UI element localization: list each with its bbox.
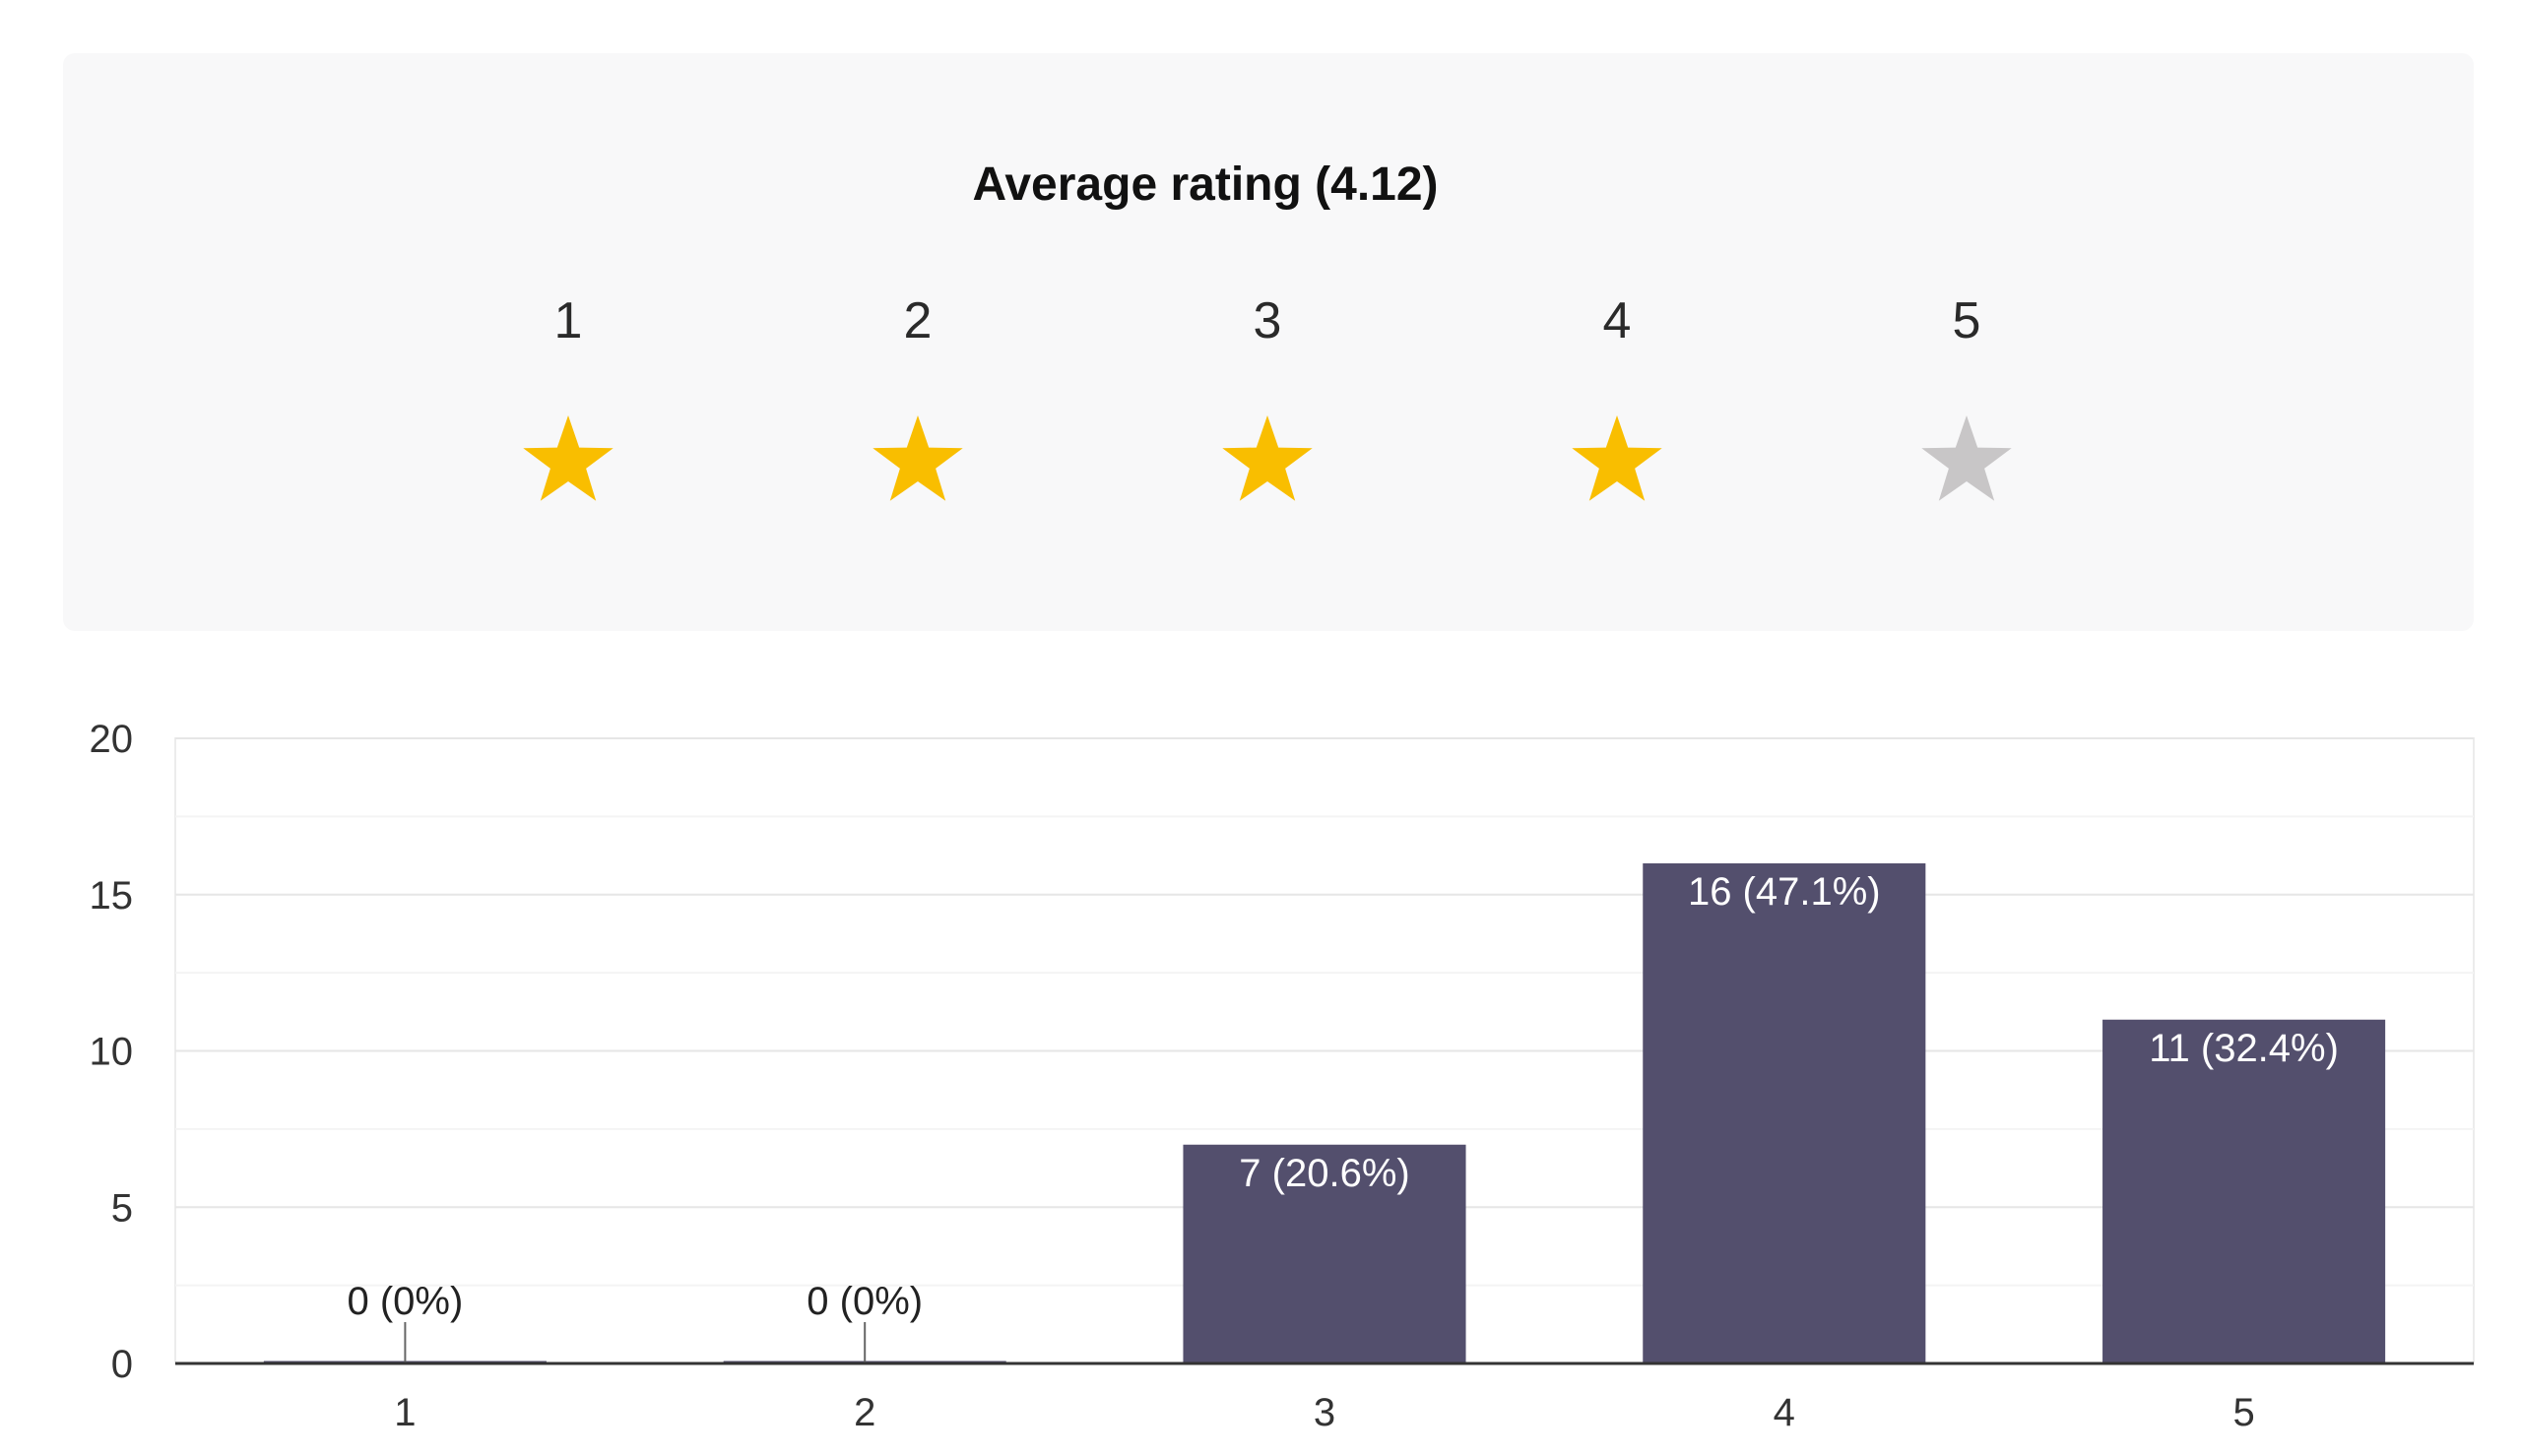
star-option-3: 3 [1169, 291, 1366, 506]
bar-3 [1183, 1144, 1466, 1363]
bar-data-label: 11 (32.4%) [2149, 1027, 2339, 1070]
bar-data-label: 16 (47.1%) [1688, 870, 1881, 914]
y-tick-label: 0 [111, 1343, 133, 1386]
bar-data-label: 0 (0%) [807, 1280, 923, 1323]
y-tick-label: 10 [90, 1031, 134, 1074]
bar-data-label: 0 (0%) [347, 1280, 463, 1323]
star-option-1: 1 [470, 291, 667, 506]
star-option-2: 2 [819, 291, 1016, 506]
star-number-label: 3 [1253, 292, 1282, 349]
average-rating-title: Average rating (4.12) [972, 158, 1439, 211]
x-axis-ticks: 1 2 3 4 5 [175, 1361, 2474, 1434]
star-number-label: 1 [553, 292, 583, 349]
chart-bars: 0 (0%) 0 (0%) 7 (20.6%) 16 (47.1%) 11 (32.4%… [263, 863, 2386, 1364]
bar-data-label: 7 (20.6%) [1239, 1152, 1409, 1195]
star-icon [1921, 415, 2012, 501]
rating-summary-card [63, 53, 2474, 631]
x-tick-label: 4 [1774, 1391, 1795, 1434]
star-option-4: 4 [1519, 291, 1715, 506]
y-tick-label: 15 [90, 874, 134, 918]
y-axis-ticks: 0 5 10 15 20 [90, 718, 134, 1386]
star-icon [1572, 415, 1662, 501]
star-icon [523, 415, 614, 501]
bar-5 [2102, 1019, 2386, 1363]
x-tick-label: 1 [394, 1391, 416, 1434]
star-number-label: 5 [1952, 292, 1981, 349]
x-tick-label: 5 [2232, 1391, 2254, 1434]
star-number-label: 4 [1602, 292, 1632, 349]
star-option-5: 5 [1868, 291, 2065, 506]
x-tick-label: 3 [1314, 1391, 1335, 1434]
star-number-label: 2 [903, 292, 933, 349]
x-tick-label: 2 [854, 1391, 875, 1434]
bar-4 [1643, 863, 1926, 1363]
star-icon [873, 415, 963, 501]
star-icon [1222, 415, 1313, 501]
y-tick-label: 20 [90, 718, 134, 761]
y-tick-label: 5 [111, 1186, 133, 1230]
